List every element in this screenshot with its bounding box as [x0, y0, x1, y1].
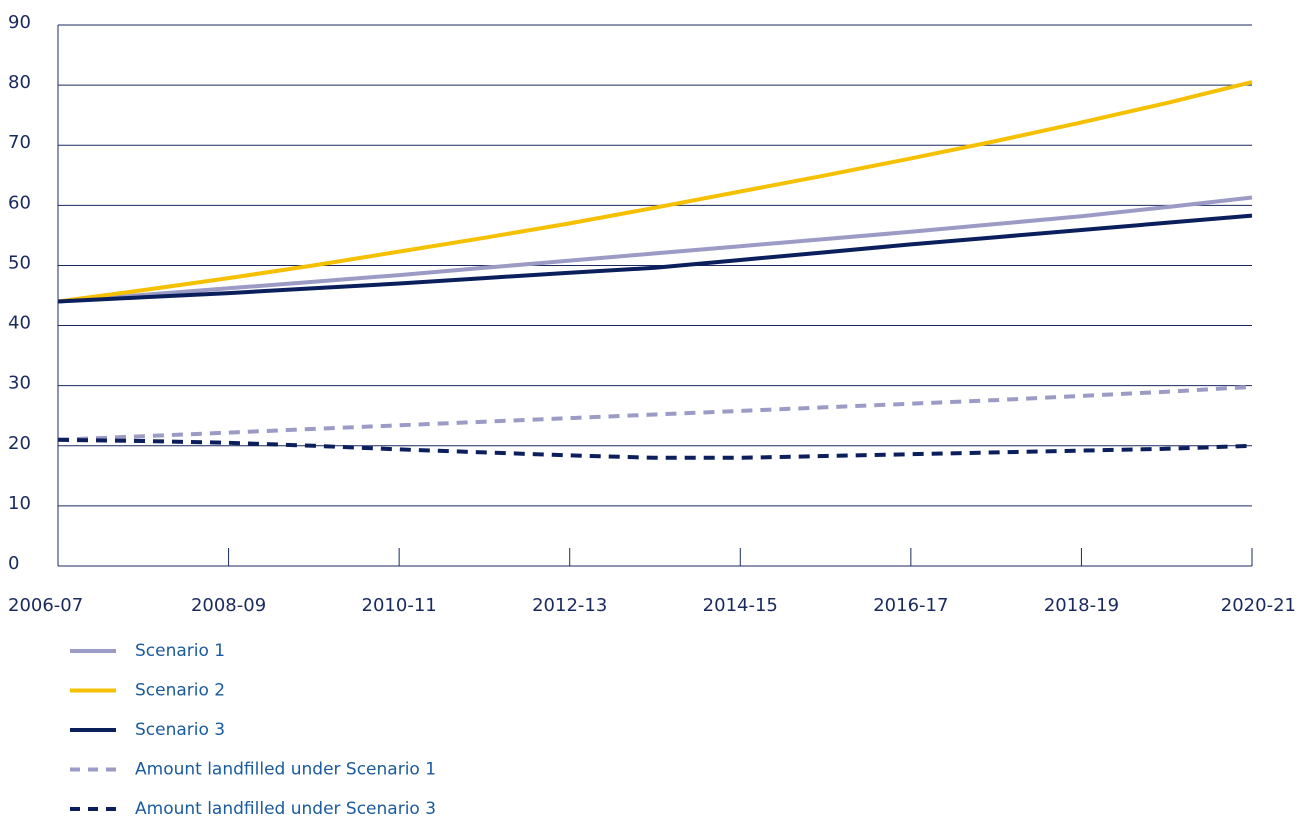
- legend-label: Amount landfilled under Scenario 3: [135, 799, 436, 816]
- y-tick-label: 80: [8, 72, 31, 93]
- x-tick-label: 2008-09: [191, 595, 266, 616]
- y-tick-label: 30: [8, 373, 31, 394]
- series-line: [57, 384, 1253, 442]
- legend-label: Scenario 2: [135, 681, 225, 701]
- series-line: [57, 195, 1253, 304]
- x-tick-label: 2006-07: [8, 595, 83, 616]
- y-tick-label: 60: [8, 192, 31, 213]
- series-line: [57, 437, 1253, 460]
- y-tick-label: 70: [8, 132, 31, 153]
- series-line: [57, 80, 1253, 304]
- y-tick-label: 90: [8, 12, 31, 33]
- y-tick-label: 0: [8, 553, 19, 574]
- x-tick-label: 2018-19: [1044, 595, 1119, 616]
- x-tick-label: 2010-11: [362, 595, 437, 616]
- legend-label: Scenario 3: [135, 720, 225, 740]
- legend-label: Scenario 1: [135, 641, 225, 661]
- y-tick-label: 40: [8, 313, 31, 334]
- x-tick-label: 2014-15: [703, 595, 778, 616]
- x-tick-label: 2016-17: [873, 595, 948, 616]
- legend-label: Amount landfilled under Scenario 1: [135, 760, 436, 780]
- x-tick-label: 2012-13: [532, 595, 607, 616]
- x-tick-label: 2020-21: [1221, 595, 1296, 616]
- y-tick-label: 20: [8, 433, 31, 454]
- series-line: [57, 213, 1253, 304]
- y-tick-label: 10: [8, 493, 31, 514]
- y-tick-label: 50: [8, 252, 31, 273]
